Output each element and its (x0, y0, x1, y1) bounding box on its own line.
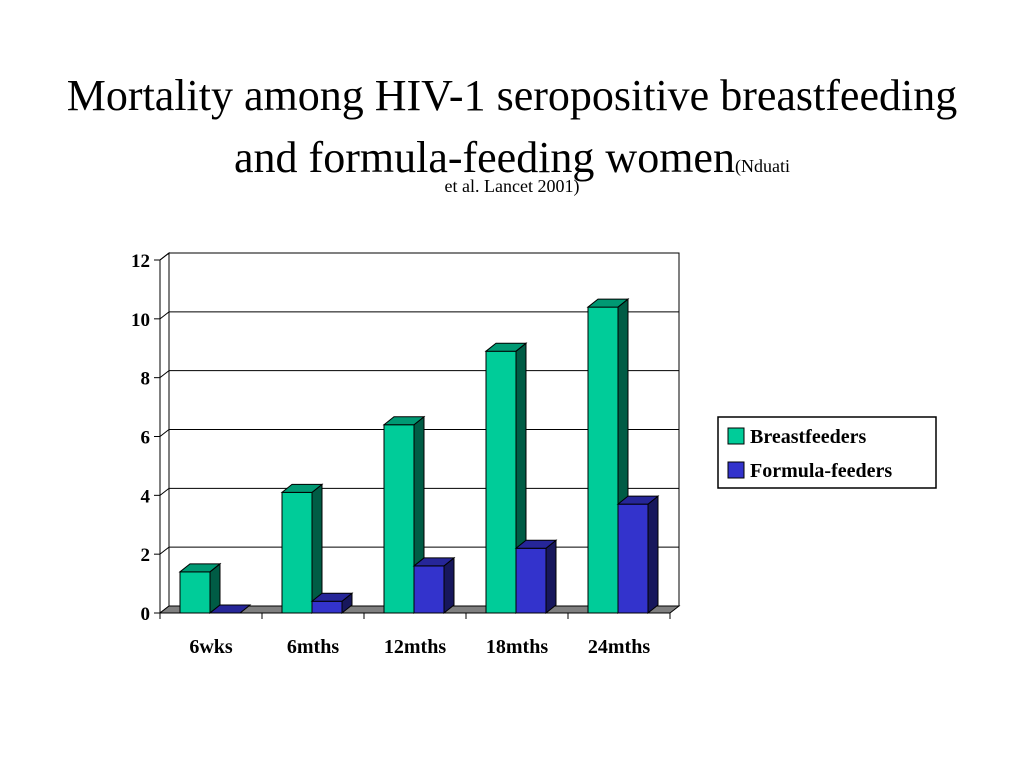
bar (178, 562, 222, 615)
bar-front (281, 491, 313, 614)
bar-top (382, 416, 426, 426)
legend-swatch (727, 427, 745, 445)
bar-side (443, 556, 455, 615)
legend-box (717, 416, 937, 489)
x-axis: 6wks 6mths 12mths 18mths 24mths (159, 612, 671, 658)
bar-front (515, 547, 547, 614)
bar-top (310, 592, 354, 602)
gridline (159, 252, 679, 261)
bar-top (484, 342, 528, 352)
legend-label: Breastfeeders (750, 426, 866, 448)
legend-label: Formula-feeders (750, 460, 892, 482)
legend-swatch (727, 461, 745, 479)
bars (178, 298, 660, 615)
bar-front (179, 571, 211, 614)
x-category-label: 6wks (189, 636, 233, 658)
y-tick-label: 10 (131, 310, 150, 331)
bar (310, 592, 354, 615)
bar-side (647, 495, 659, 615)
y-tick-label: 4 (141, 486, 151, 507)
bar (616, 495, 660, 615)
bar-front (617, 503, 649, 614)
bar (514, 539, 558, 615)
title-main: Mortality among HIV-1 seropositive breas… (66, 71, 958, 182)
slide-title: Mortality among HIV-1 seropositive breas… (40, 70, 984, 194)
y-tick-label: 0 (141, 604, 151, 625)
bar-top (514, 539, 558, 549)
bar-top (208, 604, 252, 614)
bar (280, 483, 324, 615)
bar (208, 604, 252, 614)
bar-top (178, 563, 222, 573)
bar-top (412, 557, 456, 567)
bar-front (587, 306, 619, 614)
bar-side (545, 539, 557, 615)
bar-top (586, 298, 630, 308)
y-tick-label: 2 (141, 545, 151, 566)
gridline (159, 311, 679, 320)
x-category-label: 12mths (384, 636, 446, 658)
x-category-label: 24mths (588, 636, 650, 658)
bar-front (383, 424, 415, 614)
y-tick-label: 8 (141, 369, 151, 390)
legend: Breastfeeders Formula-feeders (717, 416, 937, 489)
y-tick-label: 6 (141, 428, 151, 449)
title-citation-continued: et al. Lancet 2001) (444, 176, 580, 196)
x-category-label: 18mths (486, 636, 548, 658)
bar-front (413, 565, 445, 614)
x-category-label: 6mths (287, 636, 339, 658)
y-axis: 0 2 4 6 8 10 12 (131, 251, 161, 625)
bar-side (311, 483, 323, 615)
bar (412, 556, 456, 615)
bar-front (485, 350, 517, 614)
bar-top (616, 495, 660, 505)
bar (382, 415, 426, 615)
bar-front (311, 600, 343, 614)
title-citation: (Nduati (734, 156, 790, 176)
bar-top (280, 483, 324, 493)
y-tick-label: 12 (131, 251, 150, 272)
